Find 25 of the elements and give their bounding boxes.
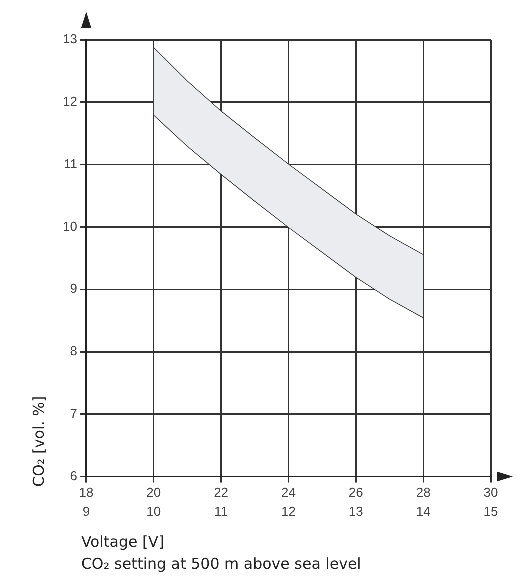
x2-tick-label: 10 — [146, 504, 162, 519]
y-tick-label: 10 — [62, 218, 78, 234]
y-tick-label: 7 — [70, 406, 78, 421]
x-tick-label: 26 — [348, 485, 364, 500]
x-tick-label: 30 — [484, 485, 498, 500]
x-tick-label: 20 — [146, 485, 162, 500]
x2-tick-label: 14 — [416, 504, 431, 519]
y-tick-label: 6 — [70, 468, 78, 484]
y-axis-title: CO₂ [vol. %] — [30, 396, 48, 487]
y-tick-label: 12 — [62, 94, 78, 109]
x2-tick-label: 9 — [82, 504, 90, 519]
x2-tick-label: 12 — [281, 504, 296, 519]
x-tick-label: 22 — [214, 485, 229, 500]
x-axis-title: Voltage [V] — [81, 533, 164, 551]
y-tick-label: 13 — [62, 32, 78, 47]
text: CO₂ setting at 500 m above sea level — [81, 555, 362, 573]
x2-tick-label: 15 — [484, 504, 498, 519]
y-tick-label: 8 — [70, 344, 78, 359]
x-tick-label: 24 — [281, 485, 296, 500]
x2-tick-label: 13 — [348, 504, 364, 519]
x2-tick-label: 11 — [214, 504, 228, 519]
x-tick-label: 18 — [79, 485, 94, 500]
y-tick-label: 11 — [64, 156, 78, 172]
y-tick-label: 9 — [70, 281, 78, 296]
x-tick-label: 28 — [416, 485, 431, 500]
